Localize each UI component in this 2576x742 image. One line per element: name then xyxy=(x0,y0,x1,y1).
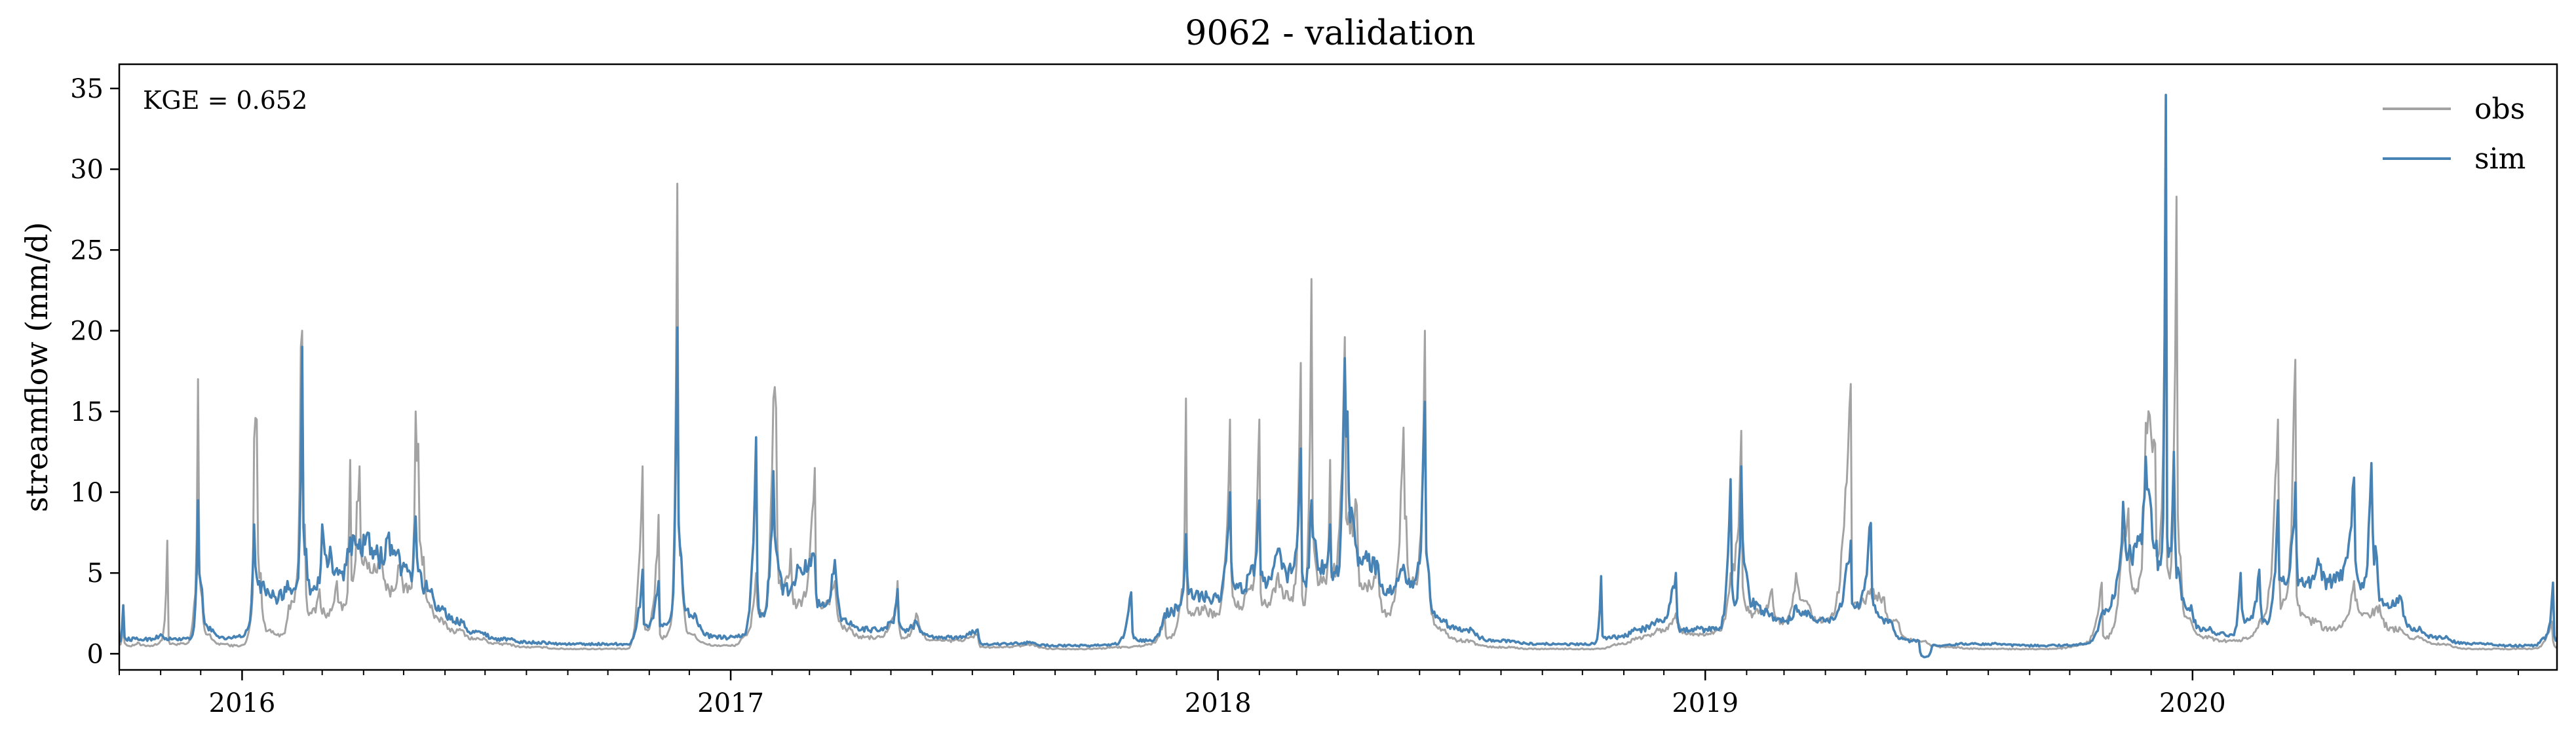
y-tick-label: 0 xyxy=(87,639,104,669)
x-tick-label: 2016 xyxy=(209,688,276,718)
plot-frame xyxy=(118,63,2558,671)
y-axis-label: streamflow (mm/d) xyxy=(19,222,54,513)
chart-title: 9062 - validation xyxy=(1185,14,1475,53)
y-axis: 0 5 10 15 20 25 30 35 xyxy=(70,74,119,669)
x-axis: 2016 2017 2018 2019 2020 xyxy=(119,670,2519,718)
y-tick-label: 20 xyxy=(70,317,104,347)
y-tick-label: 35 xyxy=(70,74,104,104)
y-tick-label: 5 xyxy=(87,558,104,589)
y-tick-label: 15 xyxy=(70,397,104,427)
kge-annotation: KGE = 0.652 xyxy=(143,86,307,115)
y-tick-label: 25 xyxy=(70,235,104,265)
x-tick-label: 2019 xyxy=(1672,688,1739,718)
x-tick-label: 2020 xyxy=(2159,688,2226,718)
series-layer xyxy=(119,94,2558,659)
legend-label-sim: sim xyxy=(2474,142,2526,176)
y-tick-label: 30 xyxy=(70,155,104,185)
legend-label-obs: obs xyxy=(2474,92,2525,126)
series-line-sim xyxy=(119,94,2558,659)
legend: obs sim xyxy=(2383,92,2526,176)
y-tick-label: 10 xyxy=(70,478,104,508)
x-tick-label: 2018 xyxy=(1185,688,1252,718)
series-line-obs xyxy=(119,119,2558,651)
x-tick-label: 2017 xyxy=(697,688,764,718)
